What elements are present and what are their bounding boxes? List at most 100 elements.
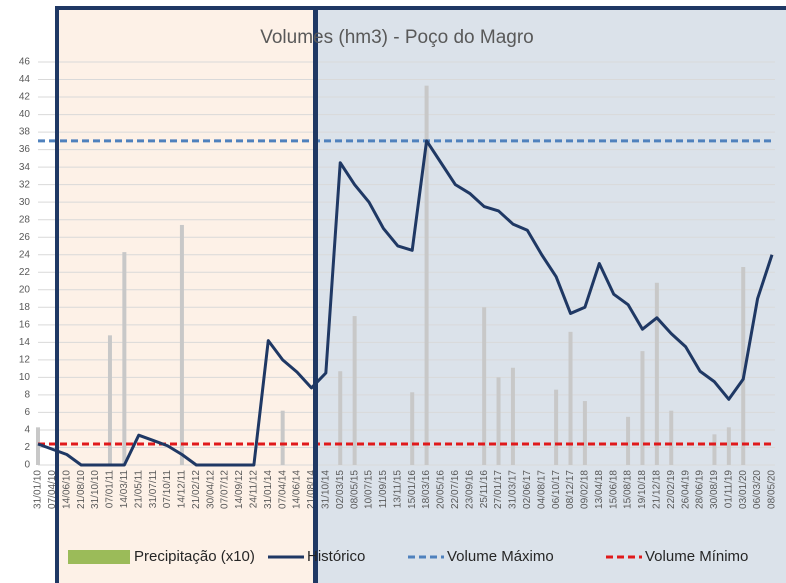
y-tick-label: 12: [19, 355, 31, 366]
precipitation-bar: [726, 427, 731, 465]
x-tick-label: 21/02/12: [191, 470, 202, 509]
x-tick-label: 19/10/18: [637, 470, 648, 509]
x-tick-label: 22/07/16: [450, 470, 461, 509]
frame-top: [57, 6, 786, 10]
x-tick-label: 02/03/15: [335, 470, 346, 509]
precipitation-bar: [410, 392, 415, 465]
y-tick-label: 26: [19, 232, 31, 243]
y-tick-label: 6: [24, 407, 30, 418]
precipitation-bar: [669, 410, 674, 465]
y-tick-label: 24: [19, 249, 31, 260]
x-tick-label: 22/02/19: [666, 470, 677, 509]
y-tick-label: 28: [19, 214, 31, 225]
x-tick-label: 14/09/12: [234, 470, 245, 509]
frame-left: [55, 6, 59, 583]
x-tick-label: 13/04/18: [594, 470, 605, 509]
x-tick-label: 06/03/20: [752, 470, 763, 509]
precipitation-bar: [280, 410, 285, 465]
x-tick-label: 13/11/15: [392, 470, 403, 509]
y-tick-label: 8: [24, 390, 30, 401]
x-tick-label: 21/08/10: [76, 470, 87, 509]
x-tick-label: 08/05/15: [349, 470, 360, 509]
y-tick-label: 30: [19, 197, 31, 208]
y-tick-label: 42: [19, 92, 31, 103]
precipitation-bar: [626, 416, 631, 465]
x-tick-label: 03/01/20: [738, 470, 749, 509]
x-tick-label: 25/11/16: [479, 470, 490, 509]
y-tick-label: 0: [24, 460, 30, 471]
x-tick-label: 21/08/14: [306, 470, 317, 509]
precipitation-bar: [482, 307, 487, 465]
precipitation-bar: [640, 351, 645, 465]
precipitation-bar: [424, 85, 429, 465]
y-tick-label: 20: [19, 284, 31, 295]
x-tick-label: 20/05/16: [436, 470, 447, 509]
y-tick-label: 46: [19, 57, 31, 68]
x-tick-label: 14/12/11: [177, 470, 188, 509]
period-shade-right: [316, 8, 786, 583]
x-tick-label: 07/10/11: [162, 470, 173, 509]
x-tick-label: 08/05/20: [767, 470, 778, 509]
y-tick-label: 32: [19, 179, 31, 190]
legend-label: Volume Mínimo: [645, 548, 748, 565]
legend-swatch: [68, 550, 130, 564]
legend-label: Volume Máximo: [447, 548, 554, 565]
precipitation-bar: [122, 252, 127, 465]
x-tick-label: 31/03/17: [508, 470, 519, 509]
x-tick-label: 08/12/17: [565, 470, 576, 509]
x-tick-label: 31/10/10: [90, 470, 101, 509]
precipitation-bar: [654, 282, 659, 465]
y-tick-label: 10: [19, 372, 31, 383]
x-tick-label: 31/07/11: [148, 470, 159, 509]
period-shade-left: [57, 8, 316, 583]
precipitation-bar: [36, 427, 40, 465]
x-tick-label: 30/08/19: [709, 470, 720, 509]
x-tick-label: 09/02/18: [580, 470, 591, 509]
precipitation-bar: [179, 224, 184, 465]
x-tick-label: 11/09/15: [378, 470, 389, 509]
legend-label: Precipitação (x10): [134, 548, 255, 565]
historico-line: [37, 139, 774, 467]
y-tick-label: 22: [19, 267, 31, 278]
x-tick-label: 07/07/12: [220, 470, 231, 509]
precipitation-bar: [582, 401, 587, 465]
precipitation-bar: [741, 267, 746, 465]
x-tick-label: 24/11/12: [249, 470, 260, 509]
chart-title: Volumes (hm3) - Poço do Magro: [260, 27, 534, 48]
x-tick-label: 30/04/12: [205, 470, 216, 509]
precipitation-bar: [554, 389, 559, 465]
x-tick-label: 15/08/18: [623, 470, 634, 509]
x-tick-label: 01/11/19: [723, 470, 734, 509]
x-tick-label: 21/05/11: [133, 470, 144, 509]
precipitation-bar: [107, 335, 112, 465]
x-tick-label: 15/01/16: [407, 470, 418, 509]
x-tick-label: 02/06/17: [522, 470, 533, 509]
x-tick-label: 06/10/17: [551, 470, 562, 509]
x-tick-label: 14/06/10: [61, 470, 72, 509]
x-tick-label: 15/06/18: [608, 470, 619, 509]
x-tick-label: 07/01/11: [105, 470, 116, 509]
x-tick-label: 23/09/16: [464, 470, 475, 509]
y-tick-label: 14: [19, 337, 31, 348]
y-tick-label: 2: [24, 442, 30, 453]
precipitation-bar: [712, 434, 717, 465]
y-tick-label: 34: [19, 162, 31, 173]
y-tick-label: 44: [19, 74, 31, 85]
x-tick-label: 31/01/14: [263, 470, 274, 509]
x-tick-label: 14/03/11: [119, 470, 130, 509]
precipitation-bar: [496, 377, 501, 465]
y-tick-label: 36: [19, 144, 31, 155]
x-tick-label: 31/01/10: [33, 470, 44, 509]
y-tick-label: 18: [19, 302, 31, 313]
legend-label: Histórico: [307, 548, 365, 565]
y-tick-label: 4: [24, 425, 30, 436]
x-tick-label: 10/07/15: [364, 470, 375, 509]
x-tick-label: 18/03/16: [421, 470, 432, 509]
frame-divider: [313, 6, 318, 583]
precipitation-bar: [338, 371, 343, 465]
x-tick-label: 21/12/18: [652, 470, 663, 509]
x-tick-label: 14/06/14: [292, 470, 303, 509]
y-tick-label: 40: [19, 109, 31, 120]
x-tick-label: 26/04/19: [680, 470, 691, 509]
